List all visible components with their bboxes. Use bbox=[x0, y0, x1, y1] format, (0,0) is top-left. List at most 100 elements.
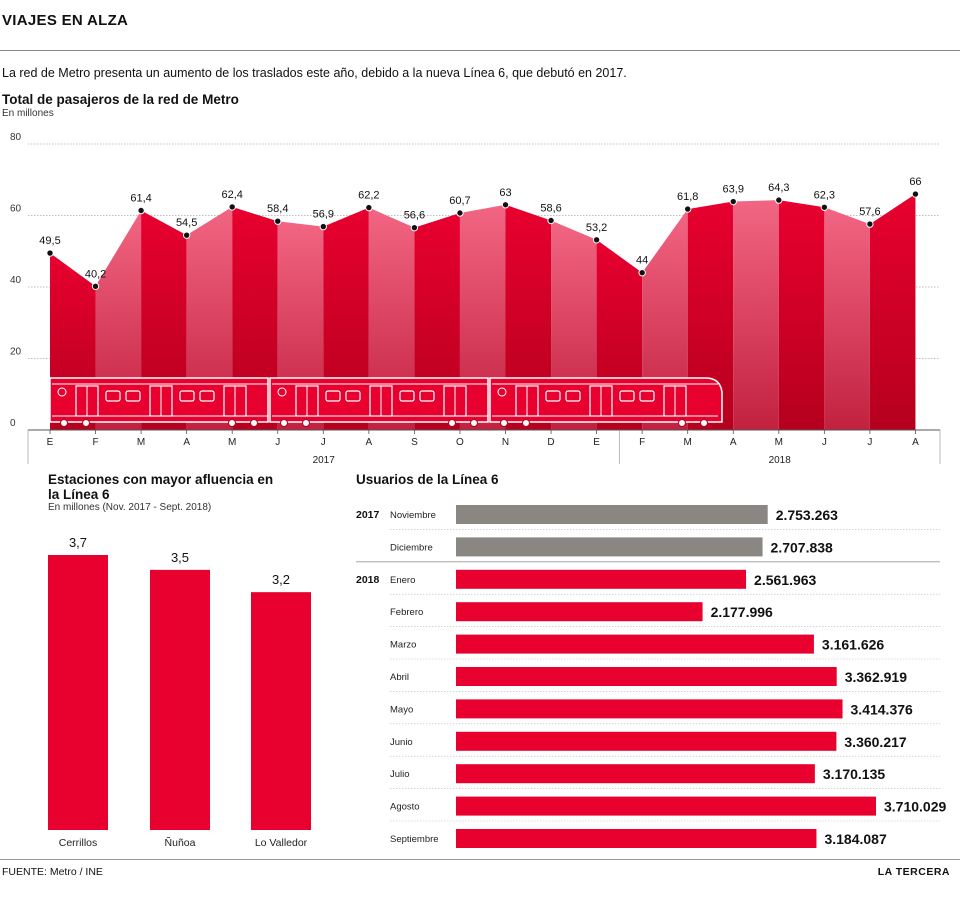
users-bar bbox=[456, 667, 837, 686]
x-tick-label: M bbox=[228, 437, 236, 448]
x-tick-label: N bbox=[502, 437, 509, 448]
data-label: 54,5 bbox=[176, 217, 197, 229]
train-window bbox=[565, 390, 581, 402]
data-label: 60,7 bbox=[449, 195, 470, 207]
data-label: 64,3 bbox=[768, 182, 789, 194]
data-point bbox=[911, 190, 920, 198]
station-value-label: 3,5 bbox=[171, 550, 189, 565]
data-point bbox=[866, 220, 874, 228]
data-point bbox=[46, 249, 54, 257]
users-chart-title: Usuarios de la Línea 6 bbox=[356, 472, 499, 487]
x-tick-label: M bbox=[137, 437, 145, 448]
data-point bbox=[501, 201, 510, 209]
month-label: Agosto bbox=[390, 802, 420, 813]
train-wheel bbox=[82, 419, 90, 427]
x-tick-label: F bbox=[92, 437, 98, 448]
users-value-label: 3.710.029 bbox=[884, 799, 946, 815]
year-label: 2017 bbox=[313, 455, 336, 466]
station-name-label: Ñuñoa bbox=[165, 836, 196, 849]
data-point bbox=[456, 209, 464, 217]
y-tick-0: 0 bbox=[10, 418, 16, 429]
users-bar bbox=[456, 796, 876, 816]
data-point bbox=[592, 236, 601, 244]
data-point bbox=[182, 231, 191, 239]
users-bar bbox=[456, 505, 768, 524]
train-car bbox=[269, 377, 489, 427]
month-label: Diciembre bbox=[390, 542, 433, 553]
data-point bbox=[91, 282, 100, 290]
station-name-label: Lo Valledor bbox=[255, 837, 308, 849]
x-tick-label: E bbox=[47, 437, 54, 448]
area-segment bbox=[141, 210, 187, 430]
train-window bbox=[125, 390, 141, 402]
x-tick-label: D bbox=[547, 437, 554, 448]
users-bar bbox=[456, 699, 843, 719]
data-point bbox=[547, 216, 555, 225]
area-segment bbox=[505, 204, 552, 430]
data-point bbox=[319, 222, 327, 231]
data-point bbox=[365, 203, 373, 212]
area-segment bbox=[459, 204, 506, 430]
data-label: 63 bbox=[499, 187, 511, 199]
train-logo bbox=[277, 387, 287, 397]
brand-logo: LA TERCERA bbox=[877, 866, 950, 878]
data-label: 49,5 bbox=[39, 235, 60, 247]
x-tick-label: O bbox=[456, 437, 464, 448]
train-body bbox=[49, 377, 269, 423]
x-tick-label: F bbox=[639, 437, 645, 448]
train-wheel bbox=[678, 419, 686, 427]
area-chart-title: Total de pasajeros de la red de Metro bbox=[2, 92, 239, 107]
users-value-label: 2.561.963 bbox=[754, 572, 816, 588]
data-point bbox=[274, 217, 282, 225]
section-title: VIAJES EN ALZA bbox=[2, 12, 129, 29]
x-tick-label: M bbox=[775, 437, 783, 448]
data-label: 58,6 bbox=[540, 203, 561, 215]
data-label: 44 bbox=[636, 255, 648, 267]
train-body bbox=[269, 377, 489, 423]
station-value-label: 3,7 bbox=[69, 535, 87, 550]
data-point bbox=[775, 196, 783, 204]
data-label: 56,6 bbox=[404, 210, 425, 222]
data-label: 56,9 bbox=[313, 209, 334, 221]
data-point bbox=[137, 206, 145, 215]
area-chart-subtitle: En millones bbox=[2, 108, 54, 119]
train-wheel bbox=[302, 419, 310, 427]
data-label: 57,6 bbox=[859, 206, 880, 218]
x-tick-label: J bbox=[321, 437, 326, 448]
train-body bbox=[489, 377, 723, 423]
station-bar bbox=[48, 555, 108, 830]
stations-chart: 3,7 Cerrillos 3,5 Ñuñoa 3,2 Lo Valledor bbox=[48, 535, 311, 849]
users-chart: 2017 Noviembre 2.753.263 Diciembre 2.707.838… bbox=[356, 505, 946, 848]
users-value-label: 2.707.838 bbox=[771, 539, 833, 555]
data-point bbox=[638, 269, 646, 277]
train-window bbox=[179, 390, 195, 402]
train-window bbox=[345, 390, 361, 402]
data-label: 61,4 bbox=[130, 192, 151, 204]
users-value-label: 3.360.217 bbox=[844, 734, 906, 750]
train-window bbox=[419, 390, 435, 402]
data-label: 62,4 bbox=[221, 189, 242, 201]
train-wheel bbox=[522, 419, 530, 427]
area-chart: 0 20 40 60 80 E F M A M J J A S O N D E F M A M J J A 2017 2018 4… bbox=[10, 132, 941, 466]
header-rule bbox=[0, 50, 960, 51]
source-note: FUENTE: Metro / INE bbox=[2, 866, 103, 878]
month-label: Noviembre bbox=[390, 510, 436, 521]
train-car bbox=[489, 377, 723, 427]
month-label: Septiembre bbox=[390, 834, 439, 845]
data-label: 53,2 bbox=[586, 222, 607, 234]
train-logo bbox=[57, 387, 67, 397]
x-tick-label: A bbox=[730, 437, 737, 448]
train-logo bbox=[497, 387, 507, 397]
area-segment bbox=[733, 200, 779, 430]
users-value-label: 3.414.376 bbox=[851, 701, 913, 717]
x-tick-label: M bbox=[684, 437, 692, 448]
area-segment bbox=[186, 206, 233, 430]
users-value-label: 2.753.263 bbox=[776, 507, 838, 523]
month-label: Febrero bbox=[390, 607, 423, 618]
data-label: 40,2 bbox=[85, 268, 106, 280]
area-segment bbox=[687, 201, 734, 430]
users-bar bbox=[456, 731, 837, 751]
data-label: 62,2 bbox=[358, 190, 379, 202]
y-tick-40: 40 bbox=[10, 275, 22, 286]
users-value-label: 3.161.626 bbox=[822, 637, 884, 653]
